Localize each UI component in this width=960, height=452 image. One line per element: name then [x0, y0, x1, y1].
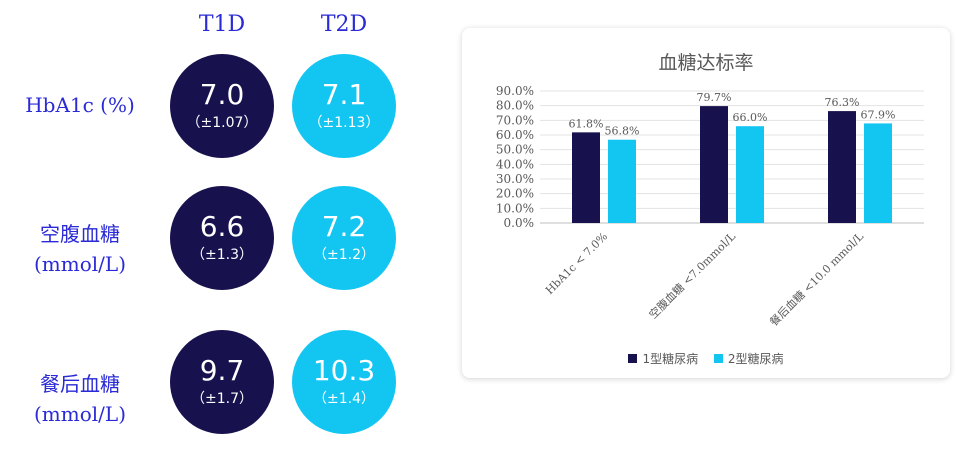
sd-value: （±1.3）	[191, 247, 253, 263]
x-category-label: 空腹血糖 <7.0mmol/L	[646, 229, 739, 322]
y-tick-label: 80.0%	[496, 99, 534, 113]
legend-label: 2型糖尿病	[727, 352, 784, 366]
value-circle-postprandial-t2d: 10.3 （±1.4）	[292, 330, 396, 434]
bar	[572, 132, 600, 223]
col-header-t2d: T2D	[320, 12, 368, 37]
sd-value: （±1.13）	[308, 115, 380, 131]
y-tick-label: 20.0%	[496, 187, 534, 201]
bar	[700, 106, 728, 223]
mean-value: 7.2	[321, 210, 367, 243]
bar	[736, 126, 764, 223]
data-label: 79.7%	[697, 91, 732, 104]
data-label: 66.0%	[733, 111, 768, 124]
mean-value: 7.1	[321, 78, 367, 111]
y-tick-label: 0.0%	[504, 216, 535, 230]
legend-item-series-2: 2型糖尿病	[713, 350, 784, 367]
row-label-line: HbA1c (%)	[25, 93, 135, 117]
y-tick-label: 90.0%	[496, 84, 534, 98]
data-label: 67.9%	[861, 108, 896, 121]
data-label: 61.8%	[569, 117, 604, 130]
row-label-fasting-glucose: 空腹血糖 (mmol/L)	[0, 219, 160, 279]
x-category-label: 餐后血糖 <10.0 mmol/L	[767, 229, 867, 329]
value-circle-hba1c-t2d: 7.1 （±1.13）	[292, 54, 396, 158]
value-circle-postprandial-t1d: 9.7 （±1.7）	[170, 330, 274, 434]
sd-value: （±1.4）	[313, 391, 375, 407]
y-tick-label: 50.0%	[496, 143, 534, 157]
data-label: 56.8%	[605, 125, 640, 138]
legend-item-series-1: 1型糖尿病	[628, 350, 698, 367]
y-tick-label: 40.0%	[496, 157, 534, 171]
legend-swatch	[713, 354, 723, 363]
y-tick-label: 60.0%	[496, 128, 534, 142]
chart-title: 血糖达标率	[658, 52, 753, 74]
legend-swatch	[628, 354, 638, 363]
bar	[864, 123, 892, 223]
sd-value: （±1.7）	[191, 391, 253, 407]
x-category-label: HbA1c < 7.0%	[543, 230, 610, 297]
y-tick-label: 10.0%	[496, 201, 534, 215]
mean-value: 9.7	[199, 354, 245, 387]
value-circle-hba1c-t1d: 7.0 （±1.07）	[170, 54, 274, 158]
sd-value: （±1.07）	[186, 115, 258, 131]
bar	[608, 139, 636, 223]
mean-value: 10.3	[312, 354, 376, 387]
bar-chart: 血糖达标率0.0%10.0%20.0%30.0%40.0%50.0%60.0%7…	[496, 52, 924, 329]
y-tick-label: 30.0%	[496, 172, 534, 186]
sd-value: （±1.2）	[313, 247, 375, 263]
chart-card: 血糖达标率 0.0% 10.0% 20.0% 30.0% 40.0% 50.0% 60.0% 7…	[462, 28, 950, 378]
row-label-line: 餐后血糖	[40, 372, 120, 396]
row-label-hba1c: HbA1c (%)	[0, 90, 160, 120]
value-circle-fasting-t1d: 6.6 （±1.3）	[170, 186, 274, 290]
legend-label: 1型糖尿病	[642, 352, 699, 366]
row-label-line: 空腹血糖	[40, 222, 120, 246]
row-label-postprandial-glucose: 餐后血糖 (mmol/L)	[0, 369, 160, 429]
value-circle-fasting-t2d: 7.2 （±1.2）	[292, 186, 396, 290]
row-label-unit: (mmol/L)	[34, 252, 126, 276]
bar	[828, 111, 856, 223]
mean-value: 7.0	[199, 78, 245, 111]
y-tick-label: 70.0%	[496, 113, 534, 127]
chart-legend: 1型糖尿病 2型糖尿病	[462, 350, 950, 367]
col-header-t1d: T1D	[198, 12, 246, 37]
row-label-unit: (mmol/L)	[34, 402, 126, 426]
mean-value: 6.6	[199, 210, 245, 243]
data-label: 76.3%	[825, 96, 860, 109]
